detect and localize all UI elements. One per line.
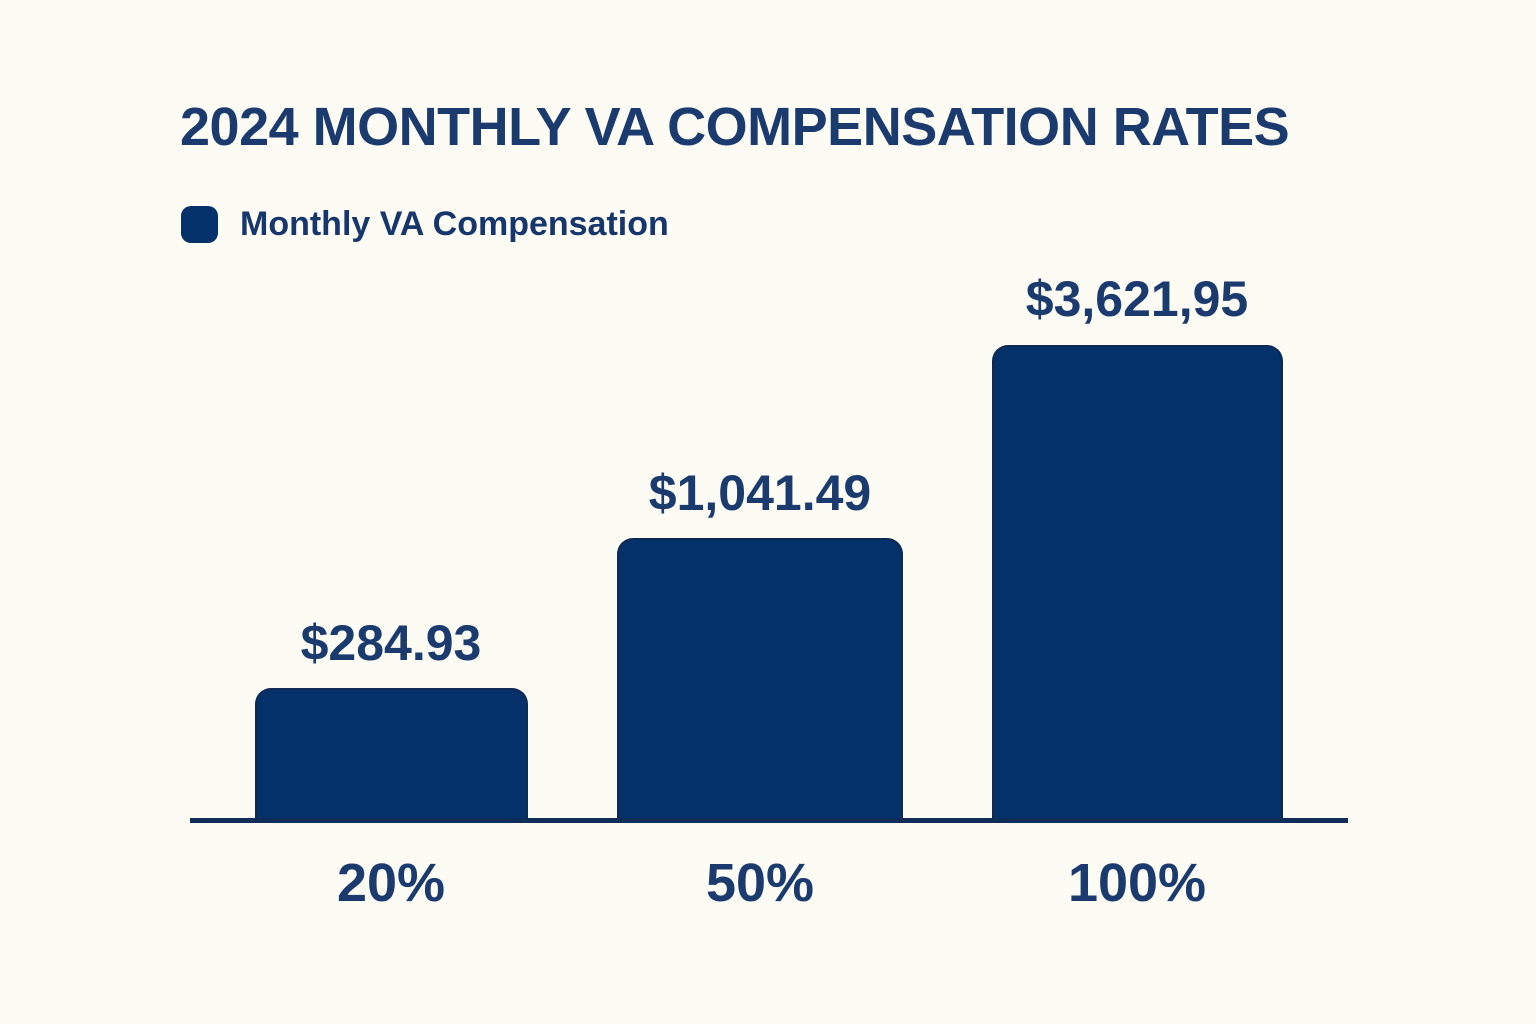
bar-value-label-100pct: $3,621,95	[1025, 271, 1249, 327]
bar-value-label-50pct: $1,041.49	[648, 465, 872, 521]
chart-title: 2024 MONTHLY VA COMPENSATION RATES	[180, 97, 1290, 157]
bar-100pct	[992, 345, 1283, 822]
x-axis-line	[190, 818, 1348, 823]
x-tick-label-100pct: 100%	[1067, 853, 1207, 913]
bar-50pct	[617, 538, 903, 822]
legend-swatch-icon	[181, 206, 218, 243]
bar-value-label-20pct: $284.93	[300, 615, 482, 671]
bar-20pct	[255, 688, 528, 822]
x-tick-label-20pct: 20%	[336, 853, 446, 913]
legend-label: Monthly VA Compensation	[240, 205, 669, 243]
legend: Monthly VA Compensation	[181, 205, 669, 244]
x-tick-label-50pct: 50%	[705, 853, 815, 913]
